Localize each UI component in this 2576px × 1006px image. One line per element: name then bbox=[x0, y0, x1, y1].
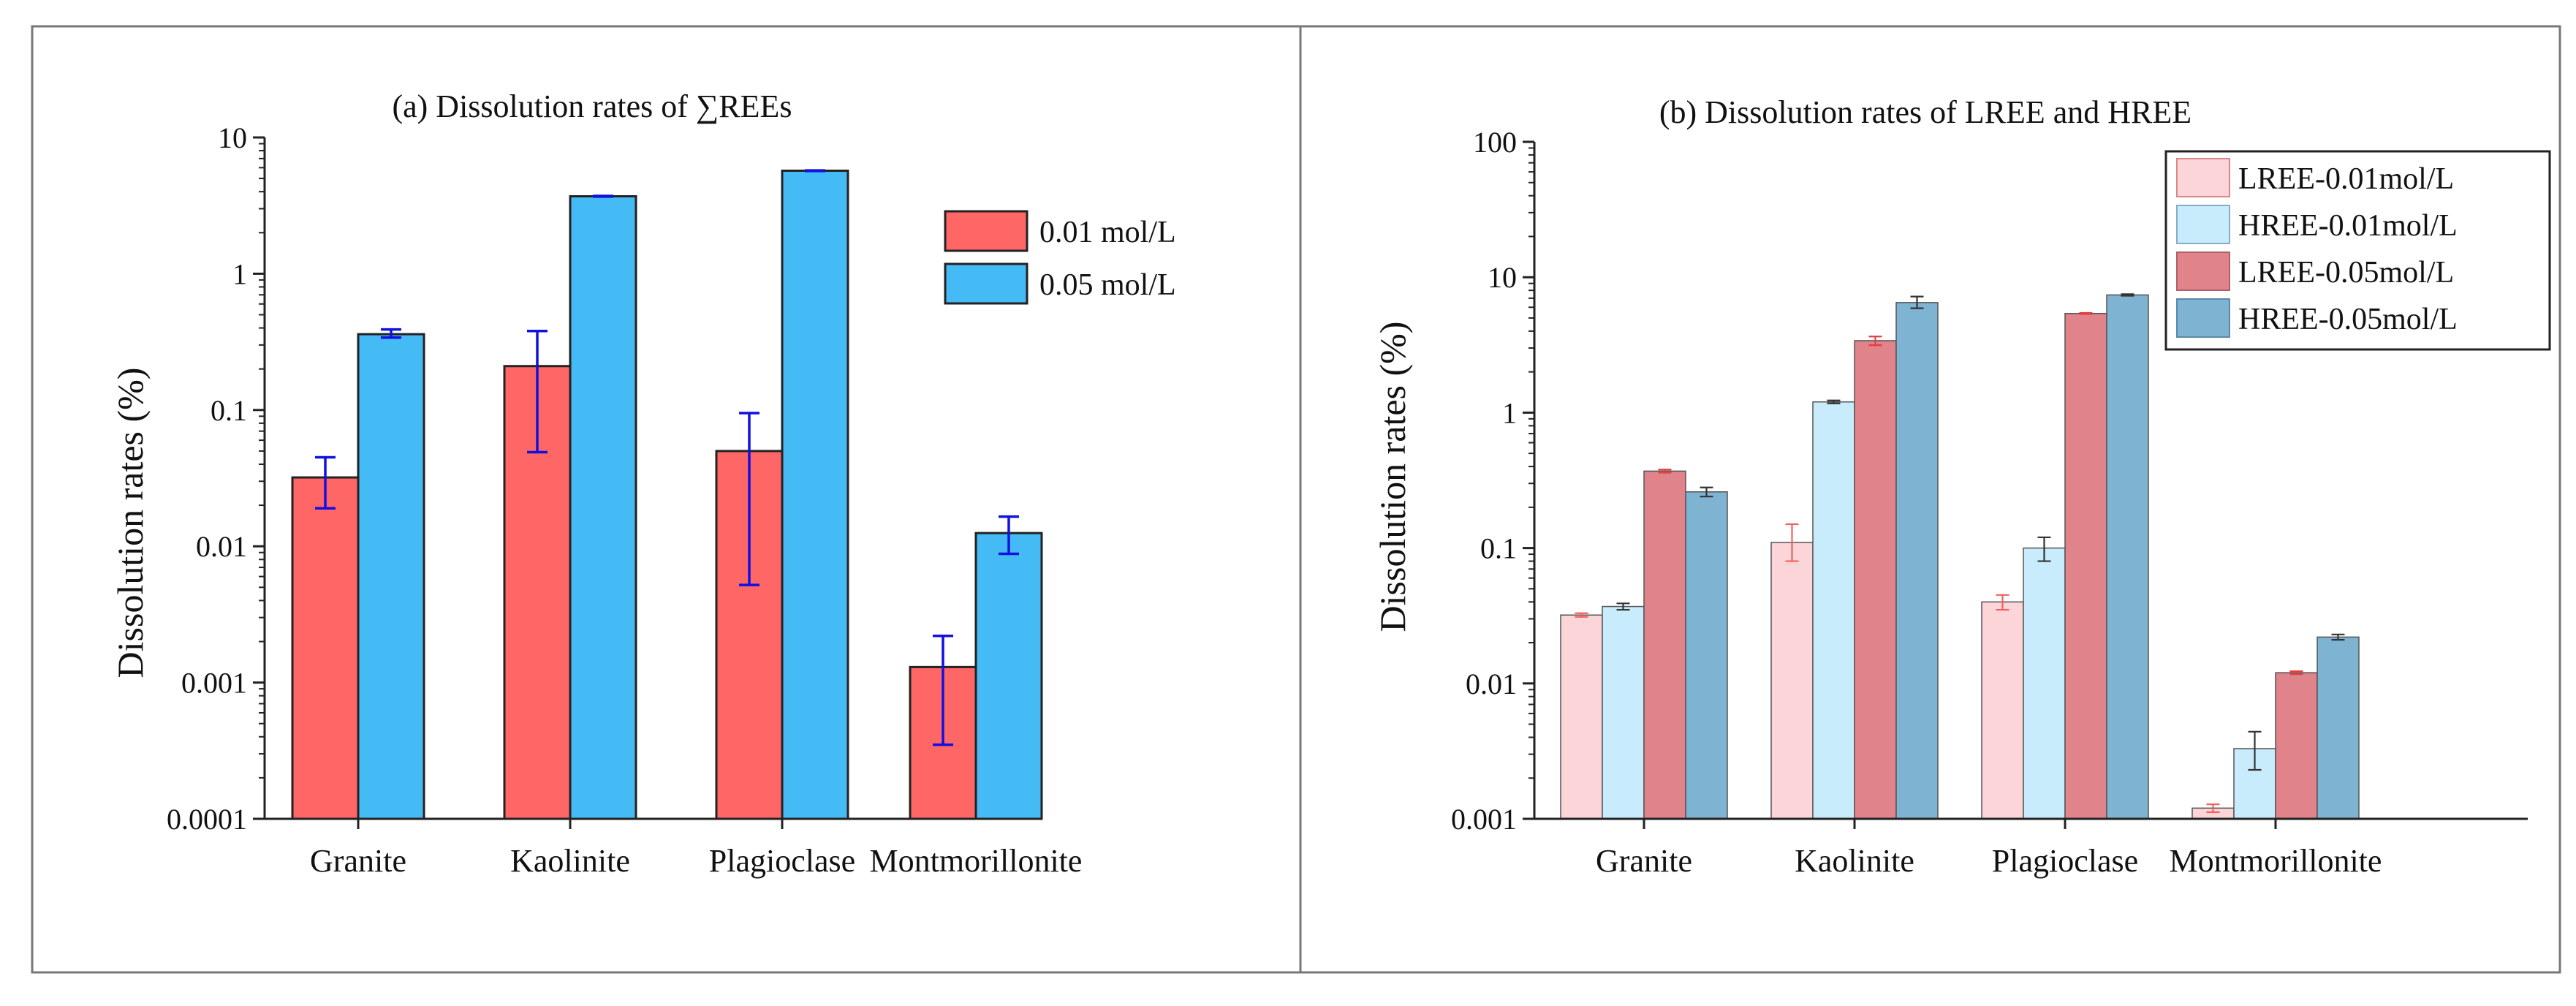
error-bar bbox=[739, 412, 759, 586]
legend-swatch bbox=[944, 262, 1028, 305]
error-bar bbox=[1700, 486, 1713, 498]
legend-label: LREE-0.05mol/L bbox=[2238, 256, 2454, 290]
error-bar bbox=[2289, 670, 2303, 676]
legend-swatch bbox=[2176, 252, 2230, 291]
y-tick-label: 0.01 bbox=[196, 530, 247, 563]
panel-a-y-axis-label: Dissolution rates (%) bbox=[110, 368, 151, 678]
panel-a-title: (a) Dissolution rates of ∑REEs bbox=[392, 88, 792, 124]
legend-swatch bbox=[2176, 158, 2230, 197]
error-bar bbox=[805, 169, 825, 173]
panel-b-legend: LREE-0.01mol/L HREE-0.01mol/L LREE-0.05m… bbox=[2164, 150, 2551, 351]
error-bar bbox=[1658, 469, 1672, 474]
bar bbox=[2316, 636, 2360, 820]
error-bar bbox=[1996, 594, 2009, 611]
bar bbox=[1854, 340, 1897, 820]
bar bbox=[357, 333, 425, 820]
bar bbox=[1685, 491, 1728, 820]
y-tick-label: 0.01 bbox=[1466, 667, 1517, 700]
bar bbox=[1602, 605, 1645, 820]
bar bbox=[1812, 401, 1855, 820]
bar bbox=[569, 194, 637, 820]
bar bbox=[2064, 313, 2107, 820]
bar bbox=[1981, 601, 2024, 820]
y-tick-label: 0.001 bbox=[181, 667, 247, 700]
legend-swatch bbox=[2176, 298, 2230, 338]
panel-a-legend: 0.01 mol/L 0.05 mol/L bbox=[944, 210, 1176, 305]
panel-b: (b) Dissolution rates of LREE and HREE D… bbox=[1372, 94, 2551, 879]
x-tick-label: Plagioclase bbox=[709, 843, 855, 879]
x-tick-label: Montmorillonite bbox=[870, 843, 1083, 879]
legend-swatch bbox=[2176, 205, 2230, 244]
x-tick-label: Montmorillonite bbox=[2170, 843, 2382, 879]
error-bar bbox=[1785, 523, 1799, 562]
y-tick-label: 1 bbox=[232, 257, 247, 290]
error-bar bbox=[593, 194, 613, 198]
error-bar bbox=[315, 455, 336, 510]
x-tick-label: Kaolinite bbox=[1795, 843, 1914, 879]
x-tick-label: Granite bbox=[310, 843, 406, 879]
error-bar bbox=[527, 329, 548, 454]
y-tick-label: 100 bbox=[1473, 126, 1517, 159]
error-bar bbox=[2037, 536, 2051, 562]
error-bar bbox=[933, 635, 953, 746]
legend-label: 0.05 mol/L bbox=[1039, 268, 1176, 302]
legend-label: LREE-0.01mol/L bbox=[2238, 162, 2454, 196]
legend-label: 0.01 mol/L bbox=[1039, 216, 1176, 249]
y-tick-label: 0.0001 bbox=[167, 803, 247, 836]
y-tick-label: 0.1 bbox=[211, 394, 247, 427]
panel-a: (a) Dissolution rates of ∑REEs Dissoluti… bbox=[110, 88, 1176, 879]
y-tick-label: 1 bbox=[1502, 396, 1517, 429]
error-bar bbox=[1616, 602, 1630, 611]
error-bar bbox=[2248, 730, 2262, 771]
bar bbox=[2106, 294, 2149, 820]
x-tick-label: Kaolinite bbox=[510, 843, 630, 879]
y-tick-label: 10 bbox=[1488, 261, 1517, 294]
panel-b-frame bbox=[1299, 25, 2561, 974]
legend-label: HREE-0.01mol/L bbox=[2238, 209, 2458, 243]
error-bar bbox=[1910, 295, 1924, 309]
error-bar bbox=[1868, 336, 1882, 347]
error-bar bbox=[1575, 612, 1588, 618]
bar bbox=[291, 476, 360, 820]
error-bar bbox=[2206, 803, 2220, 813]
error-bar bbox=[2121, 293, 2134, 297]
bar bbox=[781, 170, 849, 820]
error-bar bbox=[1827, 399, 1841, 404]
x-tick-label: Granite bbox=[1596, 843, 1692, 879]
legend-label: HREE-0.05mol/L bbox=[2238, 303, 2458, 336]
error-bar bbox=[381, 328, 401, 339]
bar bbox=[1560, 614, 1603, 820]
panel-b-title: (b) Dissolution rates of LREE and HREE bbox=[1659, 94, 2192, 130]
bar bbox=[974, 532, 1043, 820]
y-tick-label: 0.001 bbox=[1451, 803, 1517, 836]
bar bbox=[2023, 547, 2066, 820]
y-tick-label: 0.1 bbox=[1480, 532, 1517, 565]
x-tick-label: Plagioclase bbox=[1992, 843, 2138, 879]
panel-b-y-axis-label: Dissolution rates (%) bbox=[1372, 322, 1413, 632]
bar bbox=[1895, 302, 1939, 820]
bar bbox=[1770, 542, 1814, 820]
error-bar bbox=[2331, 633, 2345, 641]
y-tick-label: 10 bbox=[218, 121, 247, 154]
error-bar bbox=[2079, 311, 2093, 315]
error-bar bbox=[999, 515, 1019, 556]
bar bbox=[1643, 470, 1686, 820]
bar bbox=[2275, 672, 2318, 820]
legend-swatch bbox=[944, 210, 1028, 252]
